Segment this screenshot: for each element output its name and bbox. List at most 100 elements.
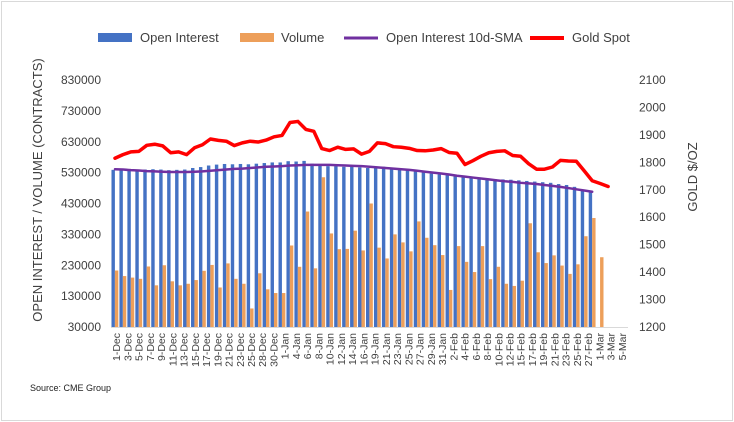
bar-volume [425,237,429,327]
x-tick-label: 28-Dec [257,333,269,367]
bar-open-interest [493,179,497,327]
bars [111,160,604,328]
legend-label-volume: Volume [281,30,324,45]
bar-open-interest [318,164,322,327]
bar-volume [512,285,517,327]
x-tick-label: 1-Jan [280,333,292,359]
bar-volume [576,264,580,327]
x-tick-label: 3-Mar [606,332,618,360]
bar-volume [218,287,222,327]
bar-volume [528,223,532,327]
bar-open-interest [167,170,171,327]
bar-open-interest [238,163,243,327]
left-axis-ticks: 30000 130000 230000 330000 430000 530000 63000… [61,73,101,334]
bar-volume [337,249,342,327]
bar-volume [504,283,509,327]
bar-open-interest [445,175,449,327]
bar-open-interest [294,161,298,327]
x-tick-label: 15-Dec [190,333,202,367]
bar-volume [472,272,477,327]
bar-open-interest [469,177,473,327]
x-tick-label: 21-Jan [381,333,393,365]
bar-open-interest [509,179,513,327]
x-tick-label: 13-Dec [179,333,191,367]
bar-open-interest [525,180,529,327]
bar-open-interest [143,169,147,327]
bar-open-interest [358,167,362,327]
x-tick-label: 5-Mar [617,332,629,360]
bar-volume [186,283,190,327]
x-tick-label: 1-Mar [594,332,606,360]
bar-open-interest [111,169,115,327]
bar-open-interest [437,174,441,327]
x-tick-label: 10-Jan [325,333,337,365]
bar-open-interest [580,190,585,327]
x-tick-label: 23-Jan [392,333,404,365]
bar-volume [170,281,174,327]
bar-volume [313,268,318,327]
bar-volume [146,266,151,327]
bar-open-interest [564,184,569,327]
bar-open-interest [135,170,139,327]
y-tick-label-left: 30000 [68,320,102,334]
bar-volume [258,273,262,327]
x-tick-label: 9-Dec [156,333,168,361]
y-tick-label-left: 230000 [61,258,101,272]
bar-volume [138,278,143,327]
bar-open-interest [286,161,290,327]
bar-open-interest [350,166,354,327]
x-tick-label: 4-Feb [460,333,472,361]
x-tick-label: 6-Jan [302,333,314,359]
y-tick-label-right: 1200 [639,320,666,334]
x-tick-label: 17-Dec [201,333,213,367]
bar-volume [329,233,334,327]
x-tick-label: 19-Feb [538,333,550,366]
bar-volume [305,211,310,327]
x-tick-label: 2-Feb [448,333,460,361]
bar-volume [385,258,389,327]
bar-volume [488,279,493,327]
bar-volume [250,308,254,327]
bar-open-interest [477,177,481,327]
bar-volume [353,230,357,327]
y-tick-label-left: 730000 [61,104,101,118]
bar-open-interest [151,169,155,327]
y-axis-title-right: GOLD $/OZ [685,142,700,211]
y-tick-label-left: 130000 [61,289,101,303]
x-tick-label: 21-Feb [549,333,561,366]
bar-open-interest [405,170,410,327]
x-tick-label: 31-Jan [437,333,449,365]
y-tick-label-left: 330000 [61,227,101,241]
x-tick-label: 27-Feb [583,333,595,366]
bar-volume [536,252,540,327]
bar-volume [441,255,445,327]
bar-volume [273,293,278,327]
right-axis-ticks: 1200 1300 1400 1500 1600 1700 1800 1900 2000 2100 [639,73,666,334]
x-tick-label: 7-Dec [145,333,157,361]
bar-open-interest [230,164,235,327]
bar-open-interest [214,164,219,327]
x-tick-label: 3-Dec [122,333,134,361]
bar-volume [393,234,397,328]
x-tick-label: 1-Dec [111,333,123,361]
bar-open-interest [397,168,402,327]
x-tick-label: 16-Jan [358,333,370,365]
bar-open-interest [421,172,426,327]
bar-open-interest [198,167,203,327]
legend-swatch-volume [240,33,274,42]
bar-volume [242,283,246,327]
bar-volume [377,247,381,327]
bar-open-interest [461,176,465,327]
bar-volume [281,293,286,327]
bar-volume [456,246,461,327]
x-tick-label: 23-Dec [235,333,247,367]
bar-open-interest [191,167,195,327]
y-tick-label-right: 1300 [639,293,666,307]
bar-open-interest [254,163,259,327]
bar-open-interest [159,169,163,327]
source-note: Source: CME Group [30,383,111,393]
bar-open-interest [262,163,267,327]
bar-volume [361,250,365,327]
bar-volume [130,277,135,327]
x-tick-label: 23-Feb [561,333,573,366]
